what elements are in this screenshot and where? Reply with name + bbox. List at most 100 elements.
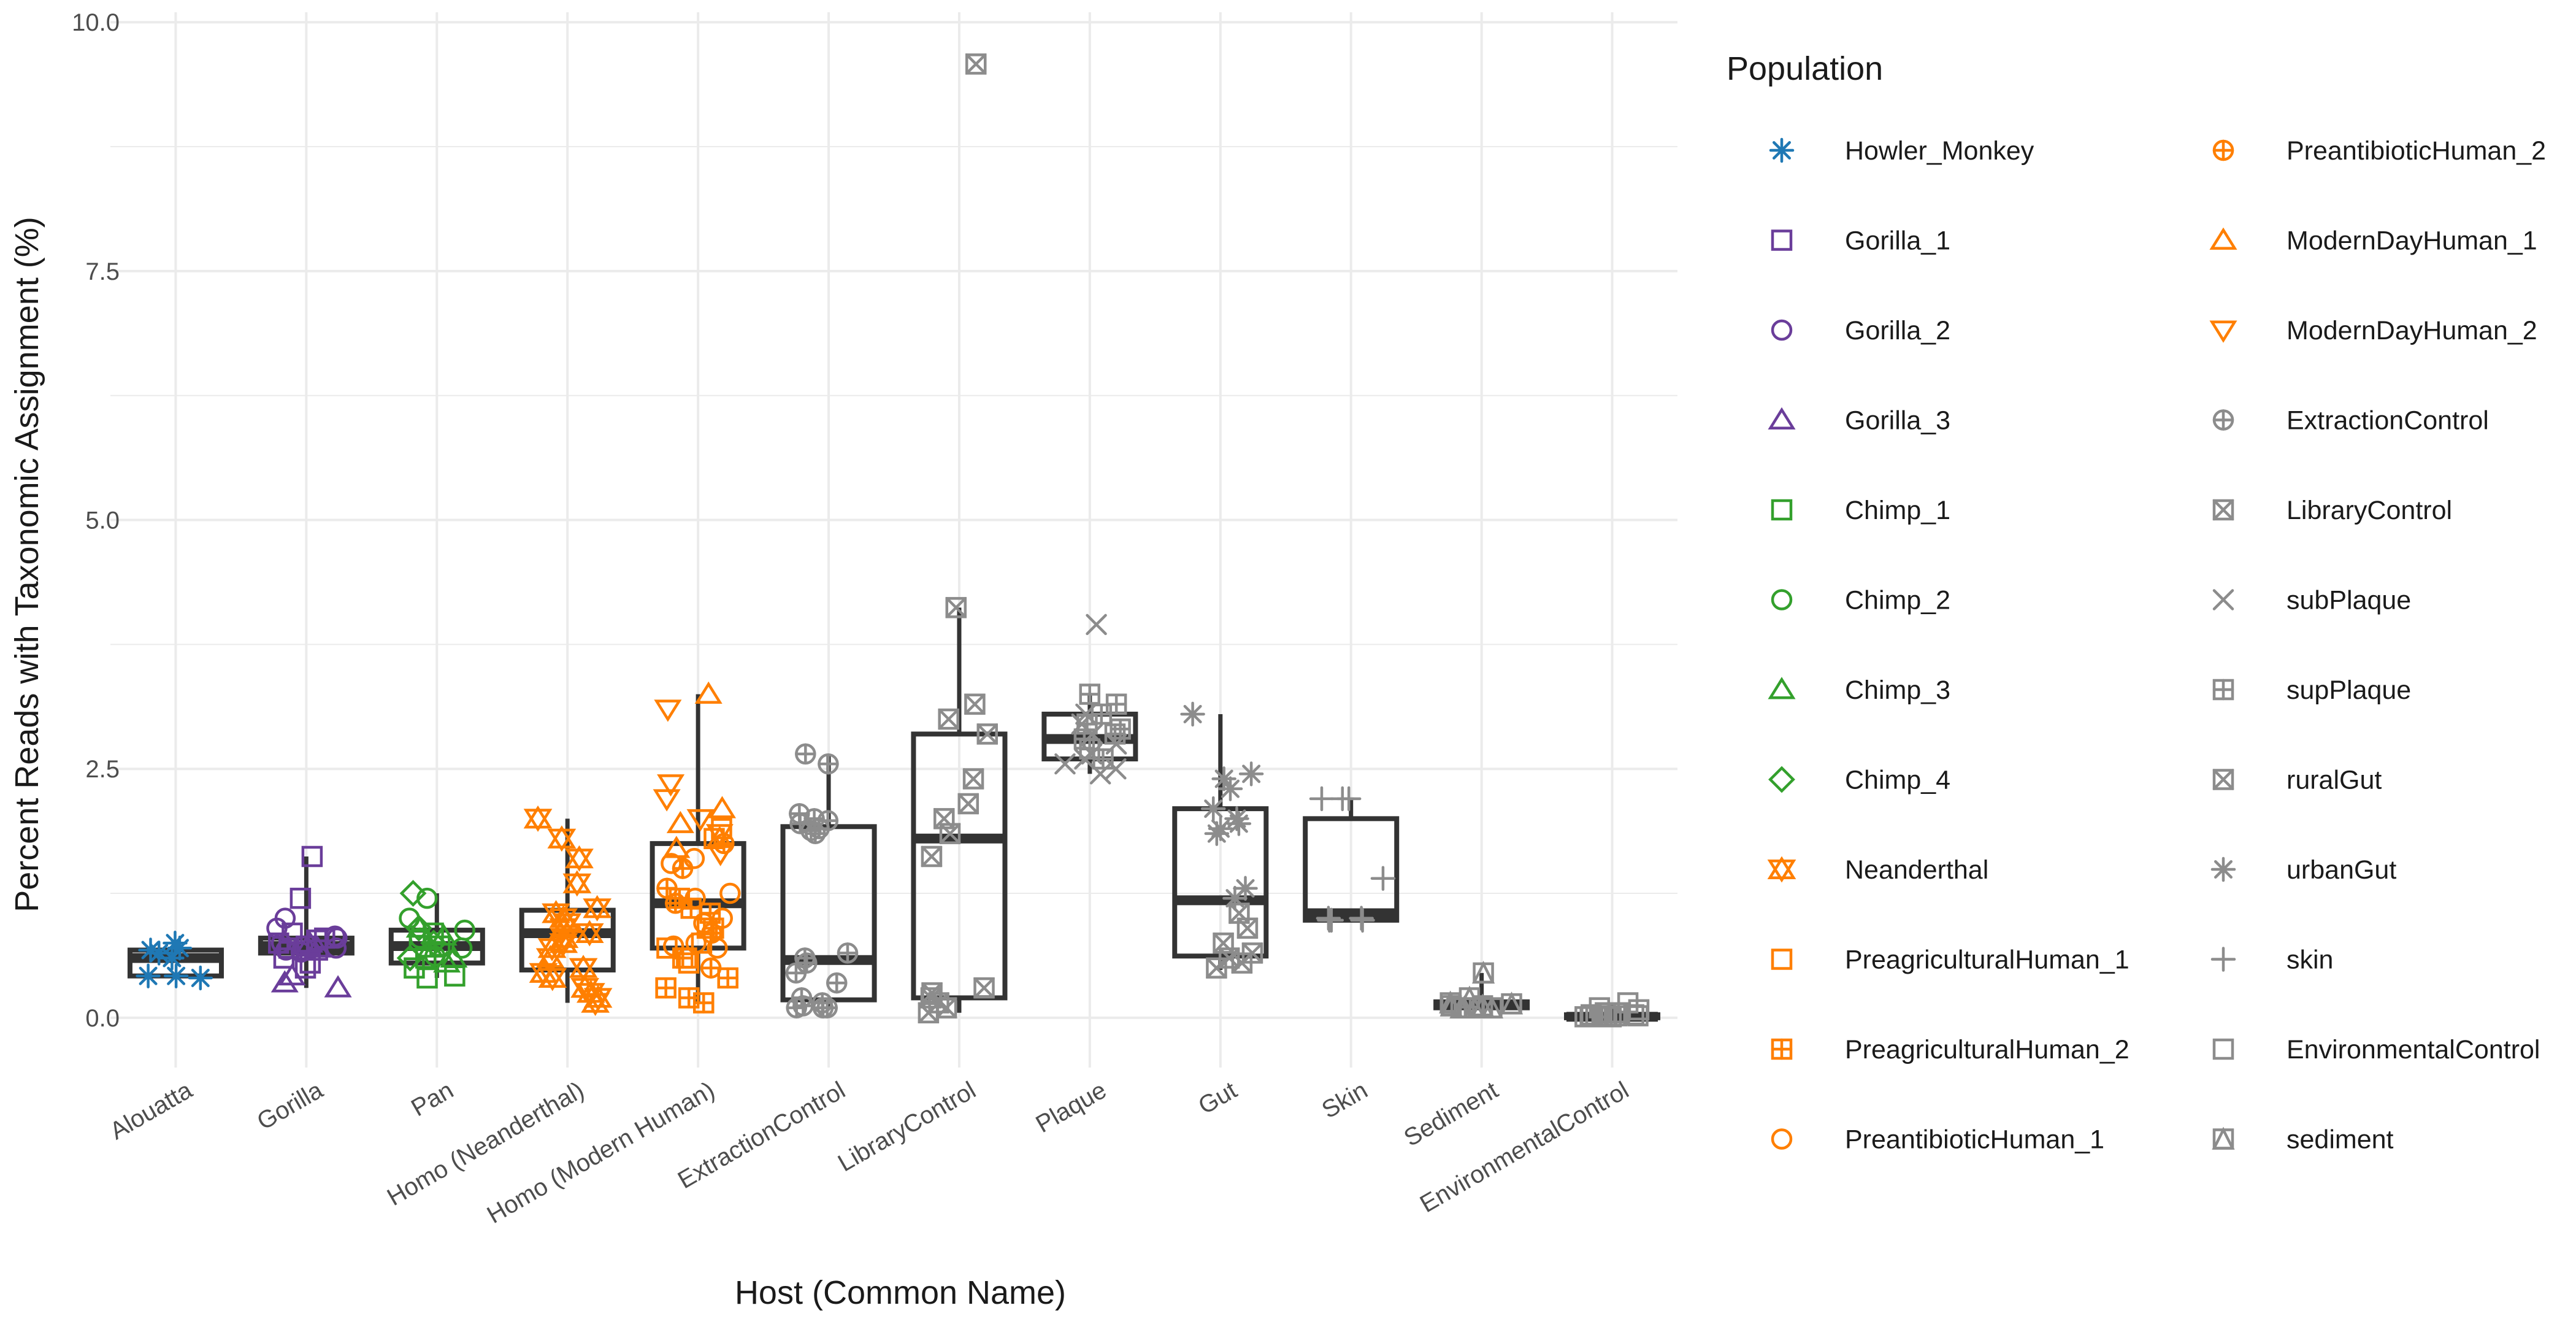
points-moderndayhuman-1 <box>662 681 737 858</box>
legend-key-icon <box>2210 856 2236 882</box>
legend-key-icon <box>2212 679 2234 701</box>
legend-item: ModernDayHuman_2 <box>2209 316 2537 345</box>
box-iqr <box>911 731 1008 1001</box>
data-point <box>918 1002 940 1024</box>
legend-label: LibraryControl <box>2287 496 2452 525</box>
legend-key-icon <box>2209 227 2237 250</box>
data-point <box>921 845 943 868</box>
data-point <box>324 975 352 998</box>
data-point <box>444 965 466 987</box>
data-point <box>654 699 682 722</box>
data-point <box>665 893 686 914</box>
x-tick-label: LibraryControl <box>834 1077 981 1177</box>
data-point <box>1206 957 1227 979</box>
data-point <box>837 942 859 964</box>
y-axis-title: Percent Reads with Taxonomic Assignment … <box>9 217 45 912</box>
data-point <box>964 693 986 715</box>
legend-key-icon <box>2212 499 2234 521</box>
data-point <box>945 597 967 618</box>
legend-label: skin <box>2287 945 2333 975</box>
legend-label: ruralGut <box>2287 766 2382 795</box>
data-point <box>565 845 594 872</box>
points-gorilla-3 <box>270 930 352 998</box>
x-axis-title: Host (Common Name) <box>735 1274 1066 1311</box>
legend-key-icon <box>2212 409 2234 431</box>
points-skin <box>1309 786 1396 933</box>
data-point <box>304 935 332 958</box>
legend-key-icon <box>2212 139 2234 161</box>
data-point <box>1471 960 1495 984</box>
grid-lines <box>110 12 1677 1068</box>
data-point <box>324 925 346 947</box>
legend-label: Gorilla_1 <box>1845 226 1950 256</box>
legend-label: subPlaque <box>2287 586 2411 615</box>
data-point <box>1452 995 1476 1018</box>
data-point <box>962 768 984 790</box>
data-point <box>275 939 297 961</box>
box-iqr <box>650 841 746 951</box>
legend-item: Gorilla_1 <box>1771 226 1950 256</box>
legend-item: ModernDayHuman_1 <box>2209 226 2537 256</box>
legend-key-icon <box>2212 1038 2234 1060</box>
legend-item: ExtractionControl <box>2212 406 2489 436</box>
data-point <box>719 882 741 904</box>
legend-label: PreantibioticHuman_1 <box>1845 1125 2104 1155</box>
data-point <box>657 774 685 797</box>
data-point <box>163 963 189 988</box>
legend-key-icon <box>1771 319 1793 341</box>
data-point <box>270 970 299 993</box>
data-point <box>562 870 592 897</box>
data-point <box>575 920 604 947</box>
data-point <box>188 965 213 991</box>
points-preantibiotichuman-2 <box>656 833 735 979</box>
data-point <box>653 789 681 812</box>
legend-label: Neanderthal <box>1845 855 1988 885</box>
legend-item: Neanderthal <box>1767 855 1988 885</box>
data-point <box>1086 614 1107 636</box>
data-point <box>159 945 185 971</box>
data-point <box>289 887 312 909</box>
data-point <box>939 823 961 844</box>
legend-key-icon <box>1771 589 1793 610</box>
legend-label: ModernDayHuman_2 <box>2287 316 2537 345</box>
data-point <box>935 997 957 1018</box>
legend-item: Chimp_1 <box>1771 496 1950 525</box>
x-tick-label: Skin <box>1317 1077 1372 1124</box>
data-point <box>693 992 715 1014</box>
data-point <box>976 723 999 745</box>
points-ruralgut <box>1206 903 1263 979</box>
data-point <box>569 955 598 982</box>
data-point <box>672 947 694 969</box>
legend-key-icon <box>1771 499 1793 521</box>
legend-item: PreagriculturalHuman_1 <box>1771 945 2129 975</box>
data-point <box>805 823 826 844</box>
data-point <box>973 977 995 999</box>
data-point <box>1350 907 1375 933</box>
data-point <box>678 952 700 974</box>
legend-item: urbanGut <box>2210 855 2396 885</box>
legend-item: supPlaque <box>2212 675 2411 705</box>
legend-label: Gorilla_2 <box>1845 316 1950 345</box>
data-point <box>812 997 834 1018</box>
data-point <box>700 922 723 944</box>
points-moderndayhuman-2 <box>653 699 735 866</box>
data-point <box>705 824 734 847</box>
legend-item: skin <box>2210 945 2333 975</box>
data-point <box>1336 786 1362 812</box>
legend-item: PreantibioticHuman_1 <box>1771 1125 2104 1155</box>
legend-label: PreagriculturalHuman_1 <box>1845 945 2129 975</box>
data-point <box>523 805 553 832</box>
data-point <box>661 853 682 874</box>
legend-key-icon <box>1769 137 1795 163</box>
data-point <box>1104 723 1126 745</box>
data-point <box>686 809 715 832</box>
data-point <box>433 950 461 973</box>
legend-label: Chimp_1 <box>1845 496 1950 525</box>
legend-key-icon <box>1768 677 1796 699</box>
data-point <box>700 957 722 979</box>
data-point <box>826 972 848 994</box>
legend-label: Howler_Monkey <box>1845 136 2034 166</box>
legend-title: Population <box>1727 50 1883 87</box>
legend-key-icon <box>1771 1128 1793 1150</box>
data-point <box>405 915 434 938</box>
